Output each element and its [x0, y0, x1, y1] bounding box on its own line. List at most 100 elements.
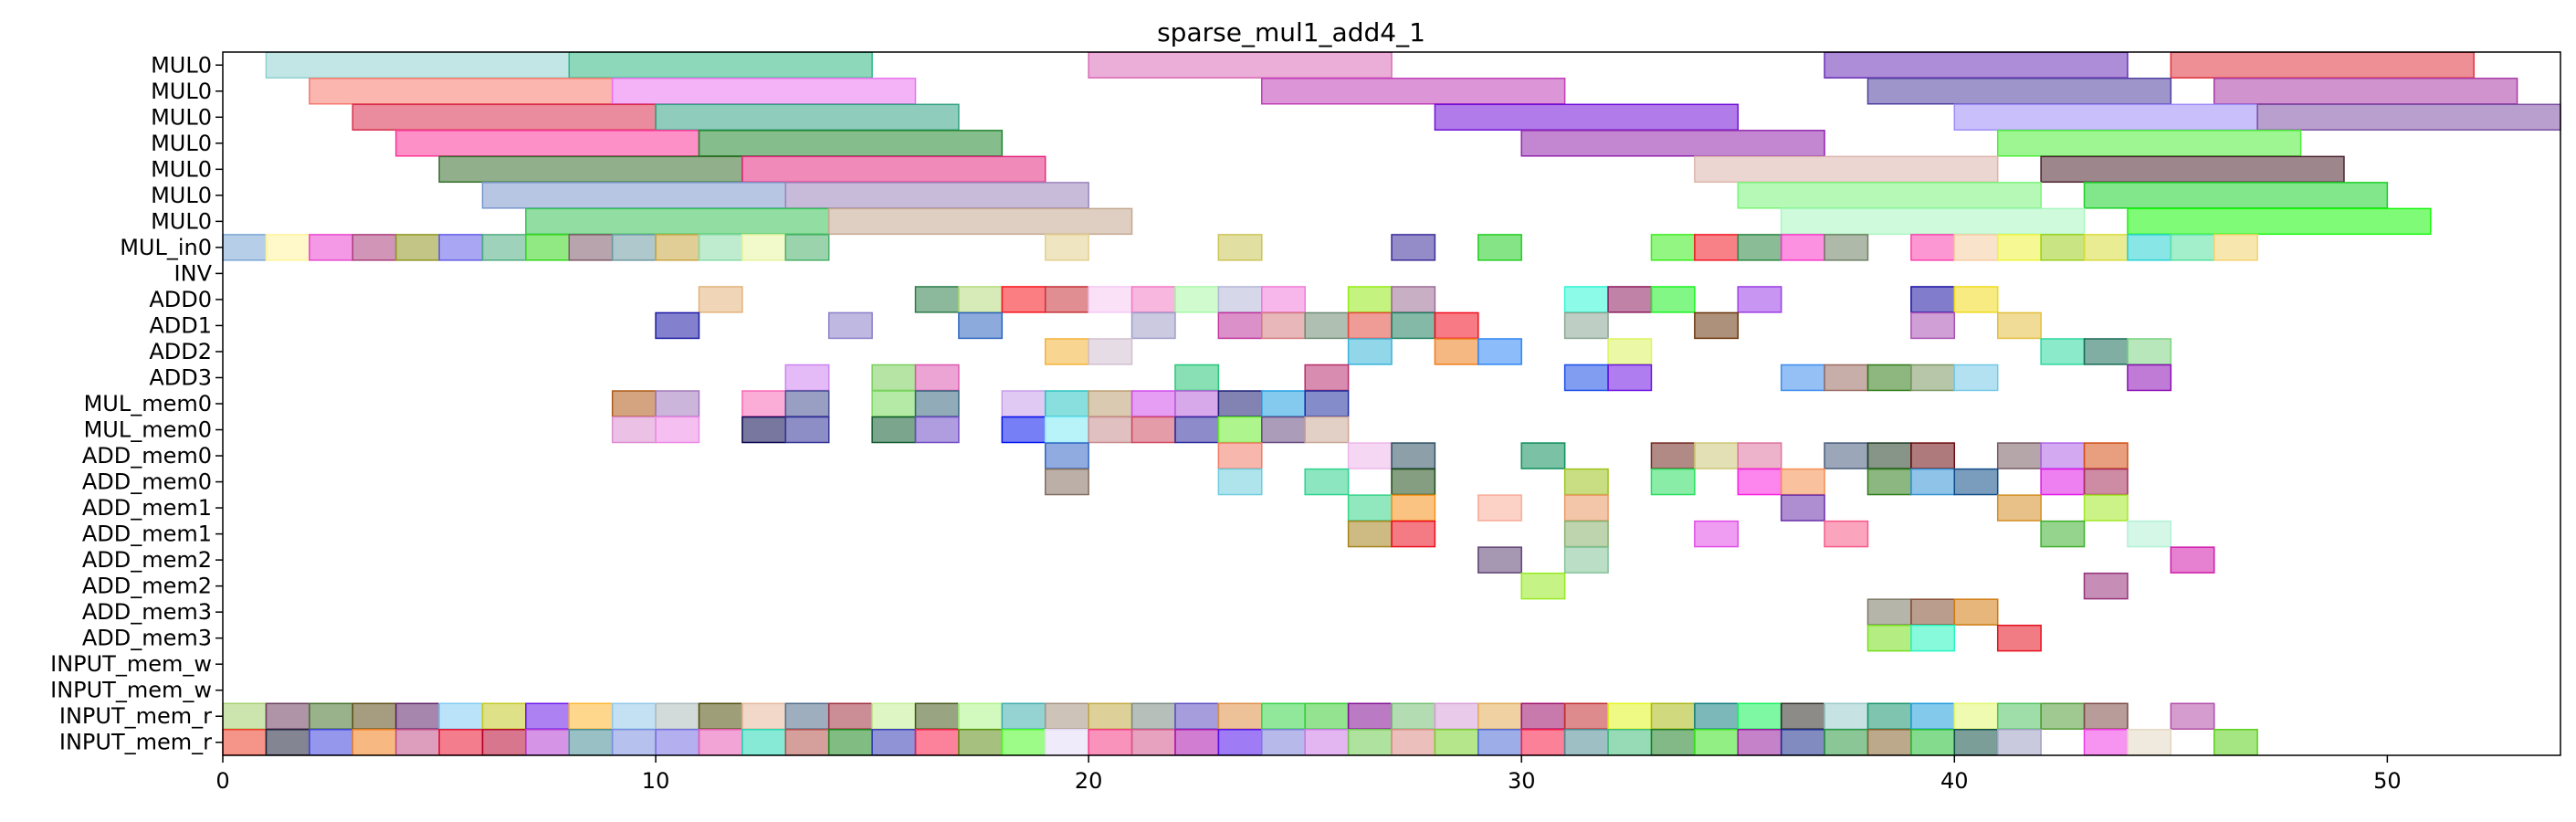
gantt-bar	[1174, 702, 1220, 730]
gantt-bar	[1694, 729, 1740, 756]
gantt-bar	[352, 234, 397, 261]
bars-layer	[222, 51, 2561, 756]
gantt-bar	[1217, 729, 1263, 756]
y-tick-label: ADD1	[149, 312, 212, 338]
gantt-bar	[1953, 364, 1999, 392]
gantt-bar	[698, 286, 743, 313]
y-tick-label: INPUT_mem_r	[59, 703, 212, 729]
gantt-bar	[1044, 702, 1089, 730]
gantt-bar	[1694, 311, 1740, 340]
gantt-bar	[1174, 390, 1220, 417]
gantt-bar	[1304, 416, 1350, 444]
gantt-bar	[2127, 207, 2432, 236]
gantt-bar	[1217, 416, 1263, 444]
gantt-bar	[525, 234, 571, 261]
gantt-bar	[1910, 729, 1956, 756]
gantt-bar	[1737, 702, 1782, 730]
gantt-bar	[1391, 729, 1436, 756]
gantt-bar	[2040, 468, 2086, 496]
gantt-bar	[309, 702, 353, 730]
gantt-bar	[871, 364, 917, 392]
gantt-bar	[741, 702, 787, 730]
gantt-bar	[1866, 598, 1912, 626]
gantt-bar	[2127, 729, 2172, 756]
gantt-bar	[741, 155, 1046, 184]
gantt-bar	[2213, 78, 2518, 105]
gantt-bar	[1174, 286, 1220, 313]
gantt-bar	[1477, 546, 1522, 574]
gantt-bar	[1347, 338, 1393, 365]
gantt-bar	[1477, 702, 1522, 730]
gantt-bar	[655, 729, 700, 756]
gantt-bar	[481, 702, 527, 730]
gantt-bar	[1563, 520, 1609, 548]
gantt-bar	[1261, 702, 1306, 730]
gantt-bar	[525, 702, 571, 730]
gantt-bar	[1563, 729, 1609, 756]
y-tick-label: INPUT_mem_w	[50, 651, 212, 677]
gantt-bar	[1001, 729, 1046, 756]
gantt-bar	[1174, 729, 1220, 756]
y-tick-label: MUL0	[151, 208, 212, 234]
gantt-bar	[1866, 442, 1912, 469]
gantt-bar	[1130, 416, 1176, 444]
gantt-bar	[655, 234, 700, 261]
x-tick-label: 0	[216, 768, 229, 794]
gantt-bar	[1694, 155, 1999, 184]
gantt-bar	[1304, 390, 1350, 417]
y-tick-label: MUL0	[151, 52, 212, 78]
gantt-bar	[1694, 234, 1740, 261]
gantt-bar	[1780, 729, 1825, 756]
gantt-bar	[1130, 311, 1176, 340]
gantt-bar	[352, 702, 397, 730]
gantt-bar	[568, 51, 873, 79]
gantt-bar	[1996, 311, 2042, 340]
gantt-bar	[1953, 598, 1999, 626]
gantt-bar	[309, 78, 614, 105]
gantt-bar	[1607, 338, 1653, 365]
gantt-bar	[1563, 311, 1609, 340]
gantt-bar	[1261, 311, 1306, 340]
gantt-bar	[1996, 494, 2042, 522]
gantt-bar	[1737, 234, 1782, 261]
gantt-bar	[1910, 702, 1956, 730]
y-tick-label: INPUT_mem_r	[59, 730, 212, 755]
gantt-bar	[611, 416, 657, 444]
gantt-bar	[827, 207, 1133, 236]
gantt-bar	[741, 234, 787, 261]
gantt-bar	[784, 364, 830, 392]
gantt-bar	[2213, 729, 2258, 756]
gantt-bar	[1044, 442, 1089, 469]
gantt-bar	[1044, 286, 1089, 313]
y-tick-label: ADD_mem3	[82, 626, 212, 651]
gantt-bar	[481, 729, 527, 756]
y-tick-label: MUL0	[151, 79, 212, 104]
gantt-bar	[1694, 702, 1740, 730]
gantt-bar	[914, 390, 960, 417]
gantt-bar	[1910, 364, 1956, 392]
gantt-bar	[265, 729, 310, 756]
gantt-bar	[1996, 729, 2042, 756]
y-tick-label: MUL0	[151, 131, 212, 156]
gantt-bar	[914, 364, 960, 392]
gantt-bar	[1001, 390, 1046, 417]
gantt-bar	[1824, 729, 1869, 756]
gantt-bar	[1261, 416, 1306, 444]
gantt-bar	[1347, 520, 1393, 548]
gantt-bar	[1217, 311, 1263, 340]
gantt-bar	[1261, 78, 1566, 105]
y-tick-label: ADD_mem2	[82, 574, 212, 599]
gantt-bar	[1694, 442, 1740, 469]
gantt-bar	[784, 390, 830, 417]
gantt-bar	[2040, 234, 2086, 261]
gantt-bar	[958, 311, 1004, 340]
gantt-bar	[871, 702, 917, 730]
gantt-bar	[1477, 338, 1522, 365]
gantt-bar	[1780, 234, 1825, 261]
gantt-bar	[1477, 234, 1522, 261]
y-tick-label: INV	[174, 260, 213, 286]
gantt-bar	[611, 78, 917, 105]
gantt-bar	[2127, 338, 2172, 365]
gantt-bar	[1520, 442, 1566, 469]
